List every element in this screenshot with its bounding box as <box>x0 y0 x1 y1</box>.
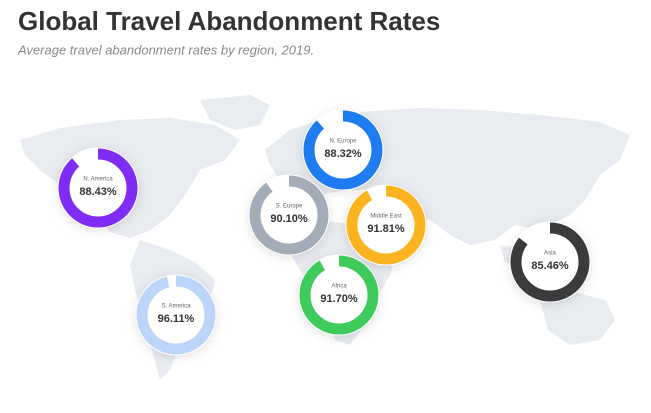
donut: Middle East 91.81% <box>345 184 427 266</box>
donut: N. America 88.43% <box>57 147 139 229</box>
region-label: Africa <box>331 284 347 290</box>
value-label: 91.81% <box>367 223 405 235</box>
donut-arc <box>58 148 138 228</box>
donut-arc <box>510 222 590 302</box>
region-label: S. Europe <box>276 204 303 210</box>
region-label: S. America <box>161 304 191 310</box>
donut: Africa 91.70% <box>298 254 380 336</box>
donut-arc <box>136 275 216 355</box>
value-label: 91.70% <box>320 293 358 305</box>
donut: N. Europe 88.32% <box>302 109 384 191</box>
value-label: 90.10% <box>270 213 308 225</box>
value-label: 85.46% <box>531 260 569 272</box>
region-label: N. Europe <box>329 139 357 145</box>
donut-arc <box>249 175 329 255</box>
value-label: 88.32% <box>324 148 362 160</box>
value-label: 88.43% <box>79 186 117 198</box>
donut: Asia 85.46% <box>509 221 591 303</box>
donut: S. Europe 90.10% <box>248 174 330 256</box>
donut-arc <box>303 110 383 190</box>
donut-arc <box>299 255 379 335</box>
chart-subtitle: Average travel abandonment rates by regi… <box>17 42 314 57</box>
chart-title: Global Travel Abandonment Rates <box>18 6 440 36</box>
region-label: Middle East <box>370 214 402 220</box>
donut-arc <box>346 185 426 265</box>
donut: S. America 96.11% <box>135 274 217 356</box>
region-label: Asia <box>544 251 556 257</box>
region-label: N. America <box>83 177 113 183</box>
value-label: 96.11% <box>158 313 195 325</box>
